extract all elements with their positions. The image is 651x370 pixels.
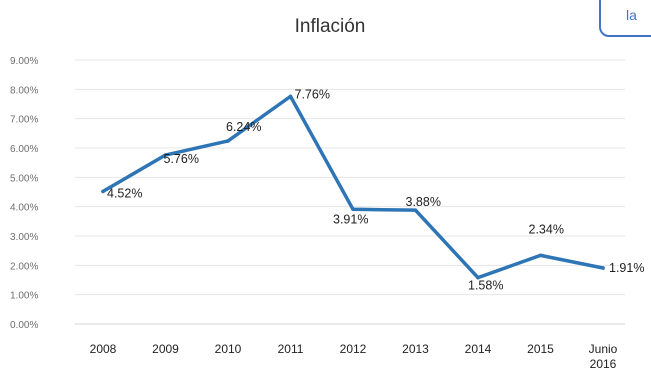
data-point [538,253,543,258]
y-tick-label: 1.00% [10,291,38,302]
data-point [288,94,293,99]
corner-callout: la [599,0,651,37]
y-tick-label: 3.00% [10,232,38,243]
data-label: 4.52% [107,186,142,200]
x-axis-ticks: 2008 2009 2010 2011 2012 2013 2014 2015 Junio 201… [90,342,618,370]
corner-callout-text: la [626,7,637,23]
x-tick-label: 2009 [152,342,179,356]
chart-title: Inflación [295,16,366,37]
corner-callout-box [599,0,651,37]
data-label: 5.76% [164,152,199,166]
y-tick-label: 8.00% [10,85,38,96]
y-tick-label: 4.00% [10,203,38,214]
series-line [101,94,605,280]
y-tick-label: 6.00% [10,144,38,155]
y-axis-ticks: 0.00% 1.00% 2.00% 3.00% 4.00% 5.00% 6.00% 7.00%… [10,56,38,331]
x-tick-label: 2010 [215,342,242,356]
data-point [101,189,105,194]
y-tick-label: 9.00% [10,56,38,67]
x-tick-label: 2012 [340,342,367,356]
y-tick-label: 5.00% [10,173,38,184]
data-label: 1.58% [468,279,503,293]
data-point [476,275,480,280]
data-labels: 4.52% 5.76% 6.24% 7.76% 3.91% 3.88% 1.58% 2.34%… [107,87,644,292]
x-tick-label: 2013 [402,342,429,356]
data-point [226,139,230,143]
x-tick-label: 2011 [278,342,304,356]
data-point [351,207,355,212]
gridlines [75,59,625,325]
x-tick-label: 2014 [465,342,492,356]
x-tick-label: 2015 [527,342,554,356]
data-point [601,266,605,270]
y-tick-label: 2.00% [10,261,38,272]
plot-area [101,94,605,280]
x-tick-label: Junio 2016 [589,342,618,370]
data-point [413,208,418,212]
data-label: 2.34% [529,222,564,236]
data-point [163,153,168,157]
y-tick-label: 7.00% [10,115,38,126]
data-label: 3.91% [333,212,368,226]
y-tick-label: 0.00% [10,320,38,331]
data-label: 6.24% [226,120,261,134]
data-label: 1.91% [609,261,644,275]
data-label: 7.76% [295,87,330,101]
x-tick-label: 2008 [90,342,117,356]
data-label: 3.88% [406,195,441,209]
